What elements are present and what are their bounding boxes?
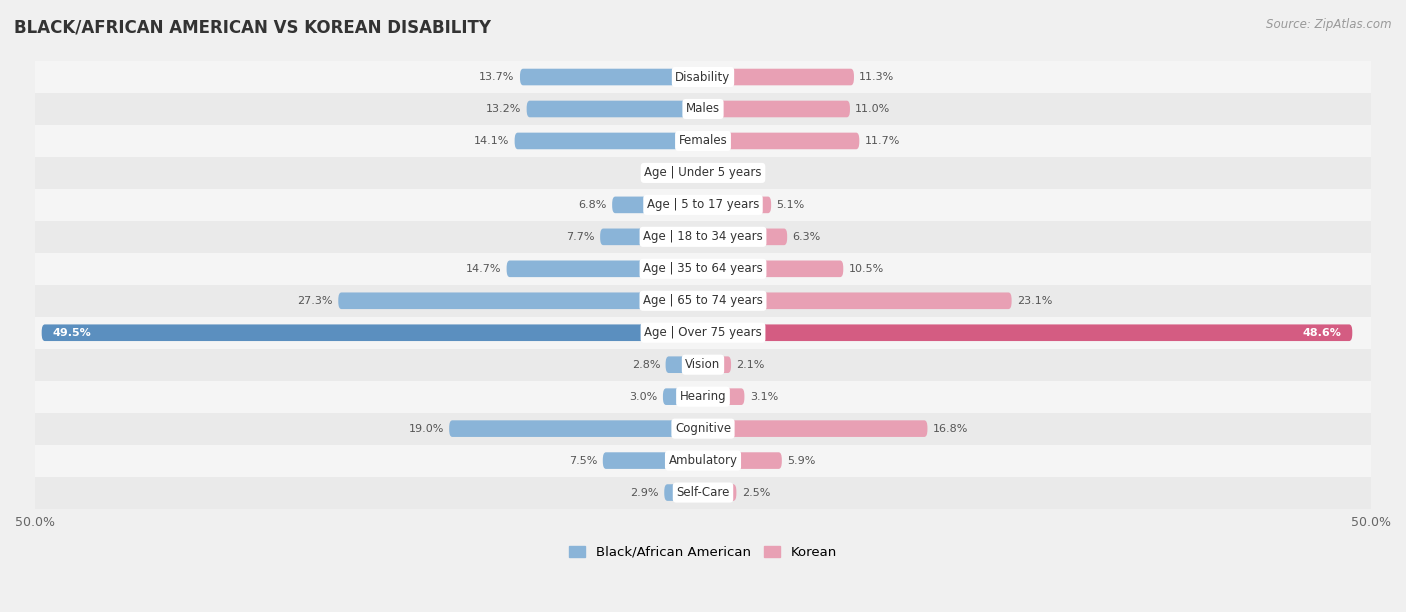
Text: 11.7%: 11.7% [865,136,900,146]
Text: Cognitive: Cognitive [675,422,731,435]
FancyBboxPatch shape [685,165,703,181]
Text: 5.9%: 5.9% [787,455,815,466]
FancyBboxPatch shape [520,69,703,85]
Bar [35,349,1371,381]
Text: 6.3%: 6.3% [793,232,821,242]
Bar [35,477,1371,509]
Bar [35,412,1371,444]
FancyBboxPatch shape [703,228,787,245]
Text: 13.7%: 13.7% [479,72,515,82]
FancyBboxPatch shape [600,228,703,245]
Text: 14.7%: 14.7% [465,264,502,274]
Text: 10.5%: 10.5% [849,264,884,274]
Text: Hearing: Hearing [679,390,727,403]
Bar [35,93,1371,125]
FancyBboxPatch shape [703,452,782,469]
FancyBboxPatch shape [665,356,703,373]
Text: 5.1%: 5.1% [776,200,804,210]
Text: 1.2%: 1.2% [724,168,752,178]
FancyBboxPatch shape [703,484,737,501]
Bar [35,285,1371,317]
Text: Disability: Disability [675,70,731,83]
FancyBboxPatch shape [506,261,703,277]
Text: Age | Under 5 years: Age | Under 5 years [644,166,762,179]
Bar [35,317,1371,349]
Text: Age | 5 to 17 years: Age | 5 to 17 years [647,198,759,211]
Bar [35,61,1371,93]
FancyBboxPatch shape [703,389,744,405]
FancyBboxPatch shape [603,452,703,469]
Text: 11.3%: 11.3% [859,72,894,82]
FancyBboxPatch shape [703,69,853,85]
Text: 1.4%: 1.4% [651,168,679,178]
Text: Self-Care: Self-Care [676,486,730,499]
FancyBboxPatch shape [515,133,703,149]
Bar [35,444,1371,477]
FancyBboxPatch shape [339,293,703,309]
FancyBboxPatch shape [703,293,1011,309]
FancyBboxPatch shape [664,484,703,501]
Text: 13.2%: 13.2% [486,104,522,114]
FancyBboxPatch shape [527,100,703,118]
FancyBboxPatch shape [662,389,703,405]
Text: 2.1%: 2.1% [737,360,765,370]
Text: 3.0%: 3.0% [630,392,658,401]
FancyBboxPatch shape [703,133,859,149]
Text: 7.7%: 7.7% [567,232,595,242]
Text: 14.1%: 14.1% [474,136,509,146]
Text: 3.1%: 3.1% [749,392,778,401]
Text: 49.5%: 49.5% [52,328,91,338]
Text: 2.5%: 2.5% [742,488,770,498]
Text: 2.8%: 2.8% [631,360,661,370]
Bar [35,253,1371,285]
Text: 6.8%: 6.8% [578,200,607,210]
Text: Age | 18 to 34 years: Age | 18 to 34 years [643,230,763,244]
Bar [35,157,1371,189]
Text: 2.9%: 2.9% [630,488,659,498]
Text: 27.3%: 27.3% [298,296,333,306]
Text: 11.0%: 11.0% [855,104,890,114]
Text: 16.8%: 16.8% [932,424,969,434]
FancyBboxPatch shape [703,261,844,277]
FancyBboxPatch shape [612,196,703,213]
Text: 19.0%: 19.0% [408,424,444,434]
Text: Males: Males [686,102,720,116]
Text: 7.5%: 7.5% [569,455,598,466]
Bar [35,221,1371,253]
Text: Age | 35 to 64 years: Age | 35 to 64 years [643,263,763,275]
Text: Age | 65 to 74 years: Age | 65 to 74 years [643,294,763,307]
FancyBboxPatch shape [42,324,703,341]
FancyBboxPatch shape [703,165,718,181]
FancyBboxPatch shape [703,196,770,213]
Text: Age | Over 75 years: Age | Over 75 years [644,326,762,339]
Text: 48.6%: 48.6% [1303,328,1341,338]
FancyBboxPatch shape [703,100,851,118]
Text: Vision: Vision [685,358,721,371]
FancyBboxPatch shape [449,420,703,437]
Bar [35,125,1371,157]
FancyBboxPatch shape [703,420,928,437]
Bar [35,381,1371,412]
Text: Females: Females [679,135,727,147]
Text: Source: ZipAtlas.com: Source: ZipAtlas.com [1267,18,1392,31]
Bar [35,189,1371,221]
Legend: Black/African American, Korean: Black/African American, Korean [564,540,842,564]
FancyBboxPatch shape [703,324,1353,341]
Text: Ambulatory: Ambulatory [668,454,738,467]
Text: 23.1%: 23.1% [1017,296,1052,306]
FancyBboxPatch shape [703,356,731,373]
Text: BLACK/AFRICAN AMERICAN VS KOREAN DISABILITY: BLACK/AFRICAN AMERICAN VS KOREAN DISABIL… [14,18,491,36]
